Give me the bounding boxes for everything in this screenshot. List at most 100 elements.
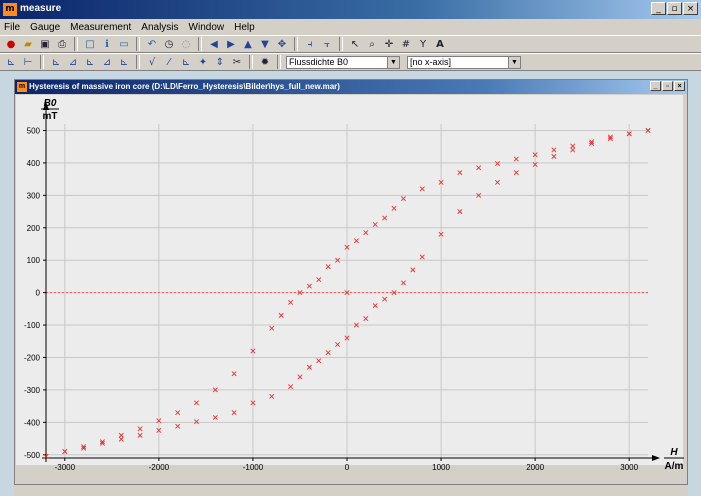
toolbar-separator — [40, 55, 44, 69]
info-icon[interactable]: ℹ — [105, 38, 109, 50]
zoom-icon[interactable]: ⌕ — [369, 38, 375, 50]
maximize-button[interactable]: ▫ — [662, 81, 673, 91]
menu-file[interactable]: File — [4, 21, 21, 33]
chart-icon[interactable]: ⊿ — [102, 56, 112, 68]
arrow-up-icon[interactable]: ▲ — [244, 38, 252, 50]
maximize-button[interactable]: ▫ — [667, 2, 682, 15]
x-axis-select[interactable]: [no x-axis] ▼ — [407, 55, 521, 69]
save-icon[interactable]: ▣ — [40, 38, 50, 50]
chart-icon[interactable]: ⊾ — [6, 56, 16, 68]
toolbar-separator — [277, 55, 281, 69]
y-tick-label: 0 — [36, 289, 41, 298]
settings-icon[interactable]: ✹ — [260, 56, 270, 68]
cut-icon[interactable]: ✂ — [232, 56, 242, 68]
menu-analysis[interactable]: Analysis — [141, 21, 179, 33]
chart-icon[interactable]: ⊾ — [119, 56, 129, 68]
toolbar-separator — [136, 37, 140, 51]
data-point — [193, 419, 200, 425]
menu-window[interactable]: Window — [188, 21, 225, 33]
new-icon[interactable]: ● — [6, 38, 16, 50]
chevron-down-icon[interactable]: ▼ — [387, 56, 399, 68]
window-icon[interactable]: □ — [85, 38, 95, 50]
x-axis-unit: A/m — [665, 461, 684, 472]
data-point — [551, 147, 557, 153]
data-point — [551, 153, 557, 159]
data-point — [438, 179, 444, 185]
data-point — [335, 257, 341, 263]
toolbar-separator — [249, 55, 253, 69]
close-button[interactable]: × — [683, 2, 698, 15]
data-point — [325, 350, 331, 356]
sqrt-icon[interactable]: √ — [148, 56, 156, 68]
data-point — [193, 400, 200, 406]
data-point — [382, 296, 388, 302]
chart-icon[interactable]: ⊾ — [181, 56, 191, 68]
data-point — [494, 161, 501, 167]
screen-icon[interactable]: ▭ — [119, 38, 129, 50]
minimize-button[interactable]: _ — [651, 2, 666, 15]
chevron-down-icon[interactable]: ▼ — [508, 56, 520, 68]
slope-icon[interactable]: ⁄ — [168, 56, 170, 68]
undo-icon[interactable]: ↶ — [147, 38, 157, 50]
grid-icon[interactable]: # — [401, 38, 411, 50]
close-button[interactable]: × — [674, 81, 685, 91]
data-point — [137, 426, 143, 432]
data-point — [212, 414, 218, 420]
chart-icon[interactable]: ⊾ — [85, 56, 95, 68]
menu-help[interactable]: Help — [234, 21, 255, 33]
menu-measurement[interactable]: Measurement — [70, 21, 132, 33]
axes-right-icon[interactable]: ⫟ — [323, 38, 331, 50]
move-icon[interactable]: ✥ — [277, 38, 287, 50]
arrow-right-icon[interactable]: ▶ — [227, 38, 235, 50]
data-point — [589, 140, 595, 146]
x-tick-label: -3000 — [55, 463, 76, 472]
data-point — [607, 136, 613, 142]
open-icon[interactable]: ▰ — [24, 38, 32, 50]
arrow-down-icon[interactable]: ▼ — [261, 38, 269, 50]
pointer-icon[interactable]: ↖ — [350, 38, 360, 50]
data-point — [156, 427, 162, 433]
toolbar-separator — [136, 55, 140, 69]
y-axis-select[interactable]: Flussdichte B0 ▼ — [286, 55, 400, 69]
data-point — [353, 322, 359, 328]
app-logo-icon: m — [3, 3, 17, 16]
chart-window-logo-icon: m — [17, 82, 27, 92]
data-point — [335, 341, 341, 348]
menu-gauge[interactable]: Gauge — [30, 21, 61, 33]
app-title: measure — [20, 3, 62, 14]
axes-left-icon[interactable]: ⫞ — [307, 38, 313, 50]
swap-icon[interactable]: ⇕ — [215, 56, 225, 68]
fit-icon[interactable]: Y — [419, 38, 427, 50]
window-controls: _ ▫ × — [651, 2, 698, 15]
y-tick-label: -200 — [24, 353, 41, 362]
chart-window-controls: _ ▫ × — [650, 81, 685, 91]
minimize-button[interactable]: _ — [650, 81, 661, 91]
y-axis-select-value: Flussdichte B0 — [289, 57, 349, 67]
data-point — [81, 444, 87, 450]
data-point — [363, 316, 369, 322]
chart-icon[interactable]: ⊢ — [23, 56, 33, 68]
chart-window-titlebar[interactable]: m Hysteresis of massive iron core (D:\LD… — [15, 80, 687, 94]
clock-icon[interactable]: ◷ — [164, 38, 174, 50]
arrow-left-icon[interactable]: ◀ — [210, 38, 218, 50]
print-icon[interactable]: ⎙ — [58, 38, 66, 50]
crosshair-icon[interactable]: ✛ — [384, 38, 394, 50]
chart-icon[interactable]: ⊾ — [51, 56, 61, 68]
data-point — [99, 439, 105, 445]
data-point — [570, 147, 576, 153]
marker-icon[interactable]: ✦ — [198, 56, 208, 68]
chart-icon[interactable]: ⊿ — [68, 56, 78, 68]
stop-icon[interactable]: ◌ — [181, 38, 191, 50]
menu-bar: File Gauge Measurement Analysis Window H… — [0, 19, 701, 35]
data-point — [476, 192, 482, 198]
status-bar — [14, 485, 688, 496]
y-tick-label: -500 — [24, 451, 41, 460]
text-icon[interactable]: A — [436, 38, 444, 50]
data-point — [532, 152, 538, 158]
y-tick-label: 100 — [27, 256, 41, 265]
y-tick-label: -300 — [24, 386, 41, 395]
chart-ticks: -3000 -2000 -1000 0 1000 2000 3000-500-400-300… — [24, 126, 639, 472]
data-point — [316, 358, 322, 364]
data-point — [570, 143, 576, 149]
